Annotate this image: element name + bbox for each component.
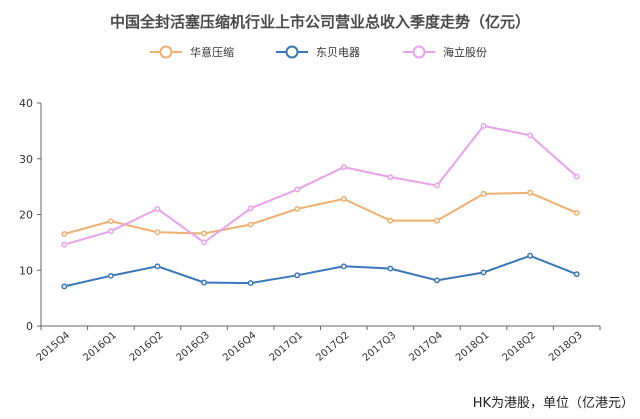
data-point	[340, 195, 347, 202]
x-tick-label: 2017Q2	[314, 330, 351, 364]
data-point	[107, 218, 114, 225]
chart-title: 中国全封活塞压缩机行业上市公司营业总收入季度走势（亿元）	[109, 13, 530, 31]
data-point	[480, 269, 487, 276]
data-point	[61, 241, 68, 248]
data-point	[480, 190, 487, 197]
series-line	[64, 124, 578, 246]
data-point	[201, 230, 207, 237]
y-tick-label: 30	[19, 153, 33, 166]
data-point	[294, 272, 301, 279]
y-tick-label: 20	[19, 209, 33, 222]
data-point	[247, 280, 254, 287]
data-point	[480, 122, 487, 129]
x-tick-label: 2017Q3	[361, 330, 398, 364]
data-point	[107, 228, 114, 235]
legend-marker	[285, 45, 299, 59]
x-tick-label: 2018Q1	[454, 330, 491, 364]
data-point	[434, 217, 440, 224]
data-point	[527, 252, 534, 259]
data-point	[154, 263, 161, 270]
data-point	[294, 186, 301, 193]
x-tick-label: 2016Q3	[174, 330, 211, 364]
data-point	[527, 132, 534, 139]
y-tick-label: 40	[19, 97, 33, 110]
data-point	[527, 189, 534, 196]
x-tick-label: 2016Q4	[221, 330, 258, 364]
data-point	[61, 231, 68, 237]
data-point	[573, 271, 580, 278]
x-tick-label: 2015Q4	[35, 330, 72, 364]
data-point	[154, 205, 161, 212]
data-point	[154, 229, 161, 236]
y-tick-label: 0	[26, 320, 33, 333]
data-point	[387, 217, 394, 224]
data-point	[387, 265, 394, 272]
data-point	[107, 272, 114, 279]
data-point	[434, 277, 440, 284]
legend-marker	[412, 45, 426, 59]
data-point	[201, 279, 207, 286]
legend-label: 东贝电器	[316, 46, 360, 59]
data-point	[201, 239, 207, 246]
data-point	[340, 263, 347, 270]
y-tick-label: 10	[19, 264, 33, 277]
data-point	[573, 209, 580, 216]
data-point	[294, 205, 301, 212]
x-tick-label: 2018Q2	[501, 330, 538, 364]
data-point	[247, 205, 254, 212]
x-tick-label: 2018Q3	[547, 330, 584, 364]
series-line	[64, 191, 578, 235]
legend-label: 华意压缩	[190, 45, 234, 59]
data-point	[573, 173, 580, 180]
legend-marker	[159, 45, 173, 59]
data-point	[340, 164, 347, 171]
x-tick-label: 2017Q1	[268, 330, 305, 364]
data-point	[61, 283, 68, 290]
unit-note: HK为港股，单位（亿港元）	[472, 396, 634, 411]
series-line	[64, 254, 578, 288]
x-tick-label: 2016Q2	[128, 330, 165, 364]
legend-label: 海立股份	[443, 45, 487, 59]
data-point	[434, 182, 440, 189]
x-tick-label: 2016Q1	[81, 330, 118, 364]
data-point	[387, 174, 394, 181]
data-point	[247, 221, 254, 228]
x-tick-label: 2017Q4	[407, 330, 444, 364]
